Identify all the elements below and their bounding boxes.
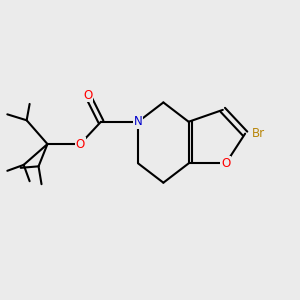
- Text: N: N: [134, 115, 142, 128]
- Text: O: O: [76, 138, 85, 151]
- Text: Br: Br: [252, 127, 265, 140]
- Text: O: O: [221, 157, 230, 170]
- Text: O: O: [83, 88, 92, 101]
